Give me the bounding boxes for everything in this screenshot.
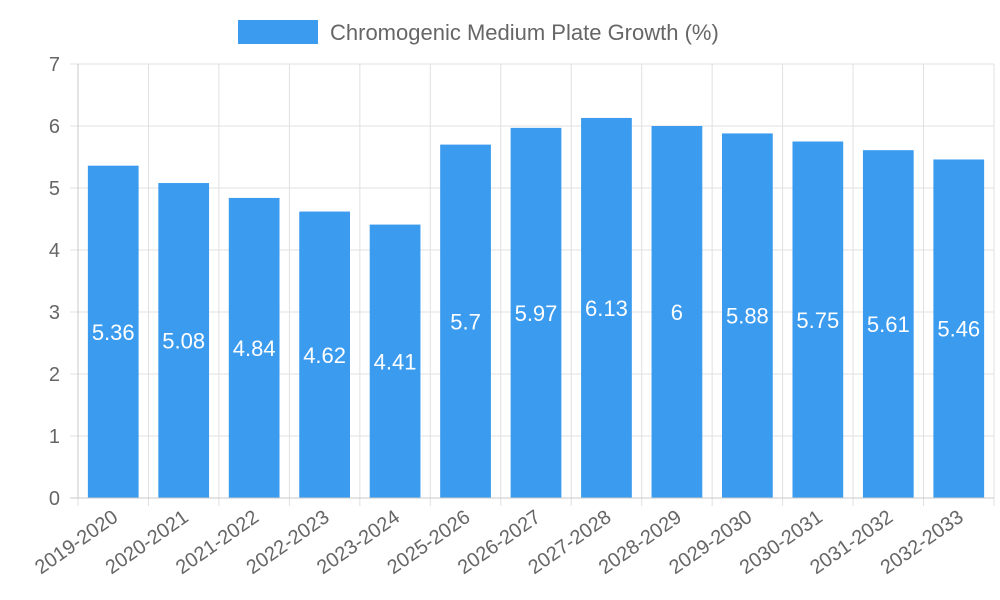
bar-data-label: 5.75	[796, 308, 839, 333]
y-tick-label: 3	[49, 302, 60, 324]
y-tick-label: 7	[49, 54, 60, 76]
bar-data-label: 4.62	[303, 343, 346, 368]
bar[interactable]	[158, 183, 210, 499]
bar-labels: 5.36 5.08 4.84 4.62 4.41 5.7 5.97 6.13 6 5.88 5.75…	[92, 296, 980, 374]
bar-data-label: 6.13	[585, 296, 628, 321]
y-tick-label: 1	[49, 426, 60, 448]
bar[interactable]	[228, 197, 280, 499]
legend-swatch	[238, 20, 318, 44]
bar[interactable]	[862, 150, 914, 498]
bar-data-label: 5.7	[450, 309, 481, 334]
bar[interactable]	[510, 127, 562, 499]
bar[interactable]	[299, 211, 350, 498]
y-tick-label: 2	[49, 364, 60, 386]
y-tick-label: 0	[49, 488, 60, 510]
bars	[87, 117, 985, 499]
bar[interactable]	[722, 133, 773, 498]
bar[interactable]	[651, 126, 703, 498]
x-axis-ticks: 2019-20202020-20212021-20222022-20232023…	[31, 506, 968, 579]
bar[interactable]	[581, 117, 632, 498]
bar-data-label: 5.08	[162, 329, 205, 354]
bar-data-label: 5.61	[867, 312, 910, 337]
y-tick-label: 6	[49, 116, 60, 138]
legend-label: Chromogenic Medium Plate Growth (%)	[330, 20, 719, 45]
bar[interactable]	[87, 165, 139, 498]
bar-data-label: 4.41	[374, 349, 417, 374]
bar-data-label: 6	[671, 300, 683, 325]
bar-data-label: 5.88	[726, 304, 769, 329]
bar[interactable]	[369, 224, 421, 498]
bar[interactable]	[792, 141, 844, 499]
y-axis-ticks: 0 1 2 3 4 5 6 7	[49, 54, 60, 510]
bar[interactable]	[933, 159, 985, 499]
bar[interactable]	[440, 144, 491, 498]
y-tick-label: 4	[49, 240, 60, 262]
legend[interactable]: Chromogenic Medium Plate Growth (%)	[238, 20, 719, 45]
bar-data-label: 5.97	[515, 301, 558, 326]
bar-data-label: 5.46	[937, 317, 980, 342]
axes	[70, 64, 994, 499]
bar-data-label: 4.84	[233, 336, 276, 361]
bar-data-label: 5.36	[92, 320, 135, 345]
y-tick-label: 5	[49, 178, 60, 200]
